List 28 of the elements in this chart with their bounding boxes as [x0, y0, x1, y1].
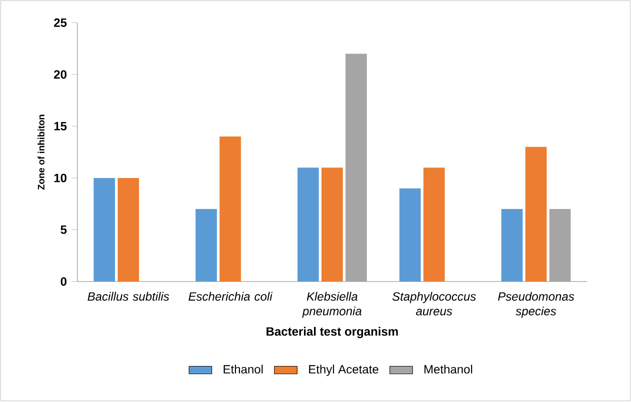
- legend-label: Methanol: [424, 364, 472, 374]
- legend-label: Ethyl Acetate: [309, 364, 378, 376]
- x-tick-label: Escherichia coli: [188, 292, 273, 301]
- x-tick-label: Pseudomonas species: [498, 292, 574, 318]
- bar: [423, 168, 445, 282]
- bar: [525, 147, 547, 282]
- legend-label: Ethanol: [224, 364, 263, 374]
- bar: [94, 178, 115, 282]
- y-tick-label: 10: [54, 174, 66, 182]
- y-tick-label: 5: [60, 226, 67, 234]
- bar: [399, 188, 421, 282]
- y-axis-title: Zone of inhibiton: [38, 115, 44, 190]
- x-tick-label: Bacillus subtilis: [88, 292, 170, 301]
- bar: [346, 54, 367, 282]
- bar: [549, 209, 571, 282]
- x-axis-title: Bacterial test organism: [266, 327, 398, 338]
- y-tick-label: 20: [54, 70, 66, 79]
- y-tick-label: 25: [54, 18, 67, 28]
- y-tick-label: 0: [60, 277, 66, 286]
- x-tick-label: Klebsiella pneumonia: [302, 292, 362, 318]
- bar: [196, 209, 217, 282]
- x-tick-label: Staphylococcus aureus: [392, 292, 476, 316]
- bar: [297, 168, 319, 282]
- y-tick-label: 15: [54, 122, 67, 131]
- bar: [220, 136, 241, 282]
- bar: [118, 178, 140, 282]
- bar: [501, 209, 523, 282]
- bar: [322, 168, 343, 282]
